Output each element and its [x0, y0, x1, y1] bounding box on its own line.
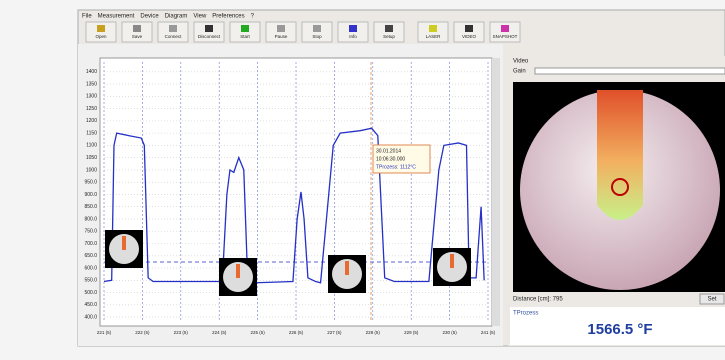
toolbar-label: Info	[349, 34, 357, 39]
toolbar-label: Start	[240, 34, 250, 39]
set-label: Set	[707, 297, 716, 303]
thumbnail-spot	[450, 254, 454, 268]
toolbar-label: SNAPSHOT	[493, 34, 518, 39]
hot-spot	[597, 90, 643, 220]
toolbar-label: Connect	[165, 34, 183, 39]
y-tick-label: 850.0	[84, 204, 97, 210]
y-tick-label: 1200	[86, 118, 97, 124]
toolbar-label: LASER	[426, 34, 442, 39]
target-ring	[611, 178, 629, 196]
y-tick-label: 650.0	[84, 253, 97, 259]
x-tick-label: 229 (5)	[404, 330, 419, 335]
y-tick-label: 400.0	[84, 314, 97, 320]
toolbar-label: Stop	[312, 34, 322, 39]
y-tick-label: 500.0	[84, 290, 97, 296]
thumbnail-spot	[236, 264, 240, 278]
x-tick-label: 225 (5)	[250, 330, 265, 335]
y-tick-label: 900.0	[84, 192, 97, 198]
x-tick-label: 227 (5)	[327, 330, 342, 335]
temperature-box	[510, 307, 725, 345]
toolbar-label: Disconnect	[198, 34, 221, 39]
y-tick-label: 450.0	[84, 302, 97, 308]
menu-item[interactable]: Device	[140, 14, 159, 20]
x-tick-label: 228 (5)	[366, 330, 381, 335]
y-tick-label: 1000	[86, 167, 97, 173]
menu-item[interactable]: Measurement	[98, 14, 135, 20]
toolbar-icon	[133, 25, 141, 32]
toolbar-icon	[277, 25, 285, 32]
scrollbar	[492, 58, 500, 326]
toolbar-icon	[313, 25, 321, 32]
toolbar-icon	[97, 25, 105, 32]
toolbar-icon	[241, 25, 249, 32]
tooltip-line: 10:06:30.000	[376, 156, 405, 162]
toolbar-icon	[385, 25, 393, 32]
distance: Distance [cm]: 795	[513, 297, 563, 303]
x-tick-label: 223 (5)	[174, 330, 189, 335]
x-tick-label: 222 (5)	[135, 330, 150, 335]
toolbar-icon	[465, 25, 473, 32]
temperature-value: 1566.5 °F	[587, 321, 652, 338]
y-tick-label: 1350	[86, 81, 97, 87]
y-tick-label: 950.0	[84, 180, 97, 186]
toolbar-label: Setup	[383, 34, 395, 39]
y-tick-label: 750.0	[84, 229, 97, 235]
x-tick-label: 226 (5)	[289, 330, 304, 335]
y-tick-label: 1150	[86, 130, 97, 136]
y-tick-label: 700.0	[84, 241, 97, 247]
y-tick-label: 1300	[86, 94, 97, 100]
menu-item[interactable]: View	[193, 14, 207, 20]
tooltip-line: 30.01.2014	[376, 148, 401, 154]
temperature-caption: TProzess	[513, 311, 538, 317]
toolbar-icon	[429, 25, 437, 32]
toolbar-icon	[205, 25, 213, 32]
menu-item[interactable]: Preferences	[212, 14, 244, 20]
menu-item[interactable]: ?	[251, 14, 255, 20]
x-tick-label: 241 (5)	[481, 330, 496, 335]
toolbar-label: VIDEO	[462, 34, 477, 39]
gain-label: Gain	[513, 69, 526, 75]
menu-item[interactable]: Diagram	[165, 14, 188, 20]
tooltip-line: TProzess: 1112°C	[376, 164, 416, 170]
tooltip	[372, 144, 431, 174]
x-tick-label: 224 (5)	[212, 330, 227, 335]
x-tick-label: 221 (5)	[97, 330, 112, 335]
y-tick-label: 1050	[86, 155, 97, 161]
y-tick-label: 1250	[86, 106, 97, 112]
y-tick-label: 1400	[86, 69, 97, 75]
toolbar-icon	[501, 25, 509, 32]
toolbar-label: Open	[95, 34, 107, 39]
thumbnail-spot	[122, 236, 126, 250]
y-tick-label: 800.0	[84, 216, 97, 222]
x-tick-label: 230 (5)	[442, 330, 457, 335]
menu-item[interactable]: File	[82, 14, 92, 20]
toolbar-label: Pause	[275, 34, 288, 39]
y-tick-label: 550.0	[84, 278, 97, 284]
y-tick-label: 600.0	[84, 265, 97, 271]
y-tick-label: 1100	[86, 143, 97, 149]
gain-slider[interactable]	[534, 67, 725, 75]
toolbar-icon	[169, 25, 177, 32]
toolbar-icon	[349, 25, 357, 32]
data-line	[103, 127, 485, 284]
video-title: Video	[513, 59, 529, 65]
thumbnail-spot	[345, 261, 349, 275]
set-button[interactable]	[699, 293, 725, 305]
toolbar-label: Save	[132, 34, 143, 39]
